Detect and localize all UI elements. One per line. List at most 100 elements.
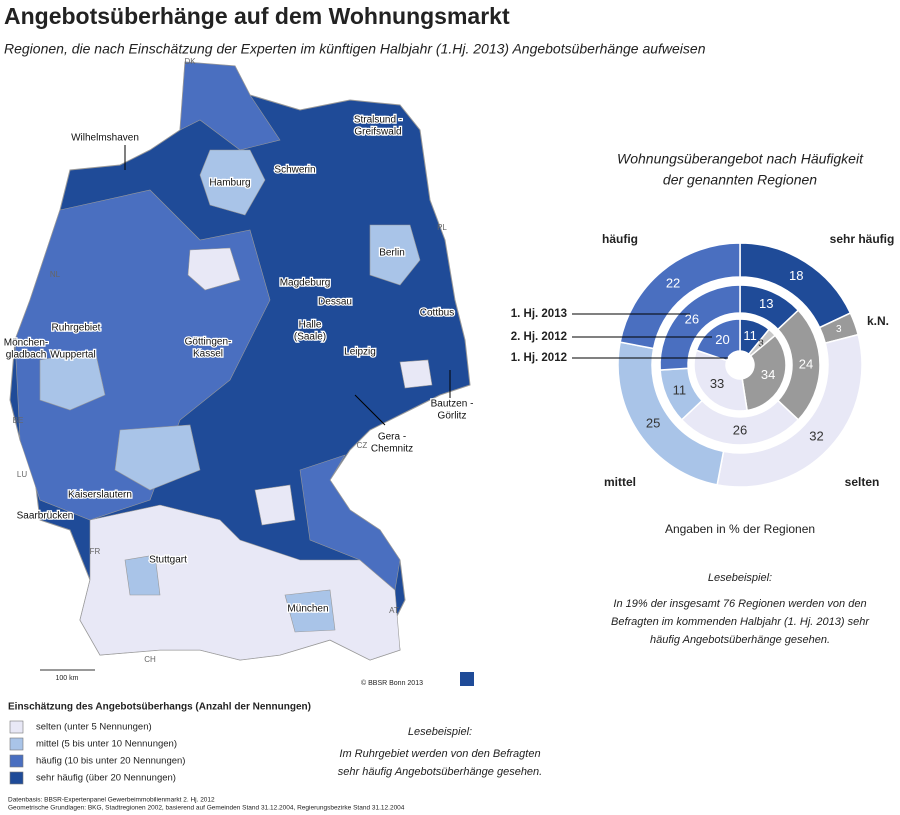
- region-haeufig-southeast: [299, 454, 401, 591]
- legend-swatch: [9, 754, 24, 768]
- example-text: häufig Angebotsüberhänge gesehen.: [650, 634, 830, 646]
- leader-line: [354, 394, 386, 426]
- city-label: Stralsund -: [354, 115, 402, 126]
- city-label: Wilhelmshaven: [71, 133, 139, 144]
- example-text: In 19% der insgesamt 76 Regionen werden …: [613, 598, 866, 610]
- ring-label: 1. Hj. 2013: [511, 308, 567, 320]
- city-label: Göttingen-: [185, 337, 232, 348]
- city-label: Cottbus: [420, 308, 454, 319]
- country-label: DK: [184, 57, 196, 66]
- example-heading: Lesebeispiel:: [708, 572, 772, 584]
- logo: [460, 672, 474, 686]
- city-label: Stuttgart: [149, 555, 187, 566]
- ring-label: 2. Hj. 2012: [511, 331, 567, 343]
- country-label: NL: [50, 270, 61, 279]
- region-mittel-5: [284, 589, 336, 633]
- category-label: mittel: [604, 475, 636, 489]
- region-mittel-6: [124, 554, 161, 596]
- chart-title: der genannten Regionen: [663, 172, 817, 188]
- country-label: PL: [437, 223, 447, 232]
- ring-label: 1. Hj. 2012: [511, 352, 567, 364]
- legend-label: mittel (5 bis unter 10 Nennungen): [36, 739, 177, 750]
- region-mittel-2: [369, 224, 421, 286]
- map: 100 km © BBSR Bonn 2013: [9, 61, 474, 687]
- country-label: CZ: [357, 441, 368, 450]
- country-label: CH: [144, 655, 156, 664]
- donut-chart: Wohnungsüberangebot nach Häufigkeit der …: [511, 151, 895, 646]
- legend-label: häufig (10 bis unter 20 Nennungen): [36, 756, 185, 767]
- legend-swatch: [9, 737, 24, 751]
- city-label: Gera -: [378, 432, 406, 443]
- region-mittel-3: [39, 349, 106, 411]
- region-selten-2: [399, 359, 433, 389]
- region-selten-3: [254, 484, 296, 526]
- region-selten-1: [187, 247, 241, 291]
- city-label: Kassel: [193, 349, 223, 360]
- city-label: Saarbrücken: [17, 511, 74, 522]
- country-label: BE: [13, 416, 24, 425]
- value-label: 25: [646, 415, 660, 430]
- city-label: Magdeburg: [280, 278, 331, 289]
- city-label: gladbach: [6, 350, 47, 361]
- page-title: Angebotsüberhänge auf dem Wohnungsmarkt: [4, 3, 510, 29]
- legend: Einschätzung des Angebotsüberhangs (Anza…: [8, 702, 311, 785]
- copyright: © BBSR Bonn 2013: [361, 679, 423, 687]
- example-text: Befragten im kommenden Halbjahr (1. Hj. …: [611, 616, 870, 628]
- value-label: 11: [743, 328, 757, 343]
- city-label: Greifswald: [354, 127, 401, 138]
- region-mittel-4: [114, 424, 201, 491]
- city-label: Wuppertal: [50, 350, 95, 361]
- donut-segment: [619, 242, 741, 350]
- value-label: 20: [715, 332, 729, 347]
- value-label: 11: [673, 383, 687, 398]
- city-label: (Saale): [294, 332, 326, 343]
- example-heading: Lesebeispiel:: [408, 726, 472, 738]
- value-label: 33: [710, 376, 724, 391]
- value-label: 3: [758, 338, 764, 349]
- category-label: sehr häufig: [830, 232, 895, 246]
- legend-title: Einschätzung des Angebotsüberhangs (Anza…: [8, 702, 311, 713]
- city-label: Dessau: [318, 297, 352, 308]
- value-label: 3: [836, 324, 842, 335]
- city-label: Mönchen-: [4, 338, 48, 349]
- value-label: 34: [761, 367, 775, 382]
- example-text: Im Ruhrgebiet werden von den Befragten: [339, 748, 540, 760]
- donut-segment: [659, 284, 741, 371]
- value-label: 26: [685, 311, 699, 326]
- city-label: Schwerin: [274, 165, 315, 176]
- donut-segment: [741, 334, 787, 412]
- value-label: 32: [809, 428, 823, 443]
- region-haeufig-north: [179, 61, 281, 151]
- city-label: Görlitz: [438, 411, 467, 422]
- legend-label: sehr häufig (über 20 Nennungen): [36, 773, 176, 784]
- city-label: Kaiserslautern: [68, 490, 132, 501]
- city-label: Chemnitz: [371, 444, 413, 455]
- source: Geometrische Grundlagen: BKG, Stadtregio…: [8, 805, 405, 812]
- value-label: 26: [733, 422, 747, 437]
- value-label: 18: [789, 268, 803, 283]
- value-label: 22: [666, 276, 680, 291]
- category-label: selten: [845, 475, 880, 489]
- legend-swatch: [9, 771, 24, 785]
- chart-note: Angaben in % der Regionen: [665, 522, 815, 536]
- example-text: sehr häufig Angebotsüberhänge gesehen.: [338, 766, 542, 778]
- source: Datenbasis: BBSR-Expertenpanel Gewerbeim…: [8, 797, 215, 804]
- city-label: Halle: [299, 320, 322, 331]
- scale-label: 100 km: [56, 675, 79, 682]
- legend-label: selten (unter 5 Nennungen): [36, 722, 152, 733]
- city-label: München: [287, 604, 328, 615]
- subtitle: Regionen, die nach Einschätzung der Expe…: [4, 41, 706, 57]
- country-label: LU: [17, 470, 27, 479]
- value-label: 13: [759, 296, 773, 311]
- city-label: Leipzig: [344, 347, 376, 358]
- city-label: Ruhrgebiet: [52, 323, 101, 334]
- country-label: FR: [90, 547, 101, 556]
- city-label: Hamburg: [209, 178, 250, 189]
- value-label: 24: [799, 356, 813, 371]
- city-label: Berlin: [379, 248, 405, 259]
- country-label: AT: [389, 606, 399, 615]
- category-label: häufig: [602, 232, 638, 246]
- category-label: k.N.: [867, 314, 889, 328]
- region-mittel-1: [199, 149, 266, 216]
